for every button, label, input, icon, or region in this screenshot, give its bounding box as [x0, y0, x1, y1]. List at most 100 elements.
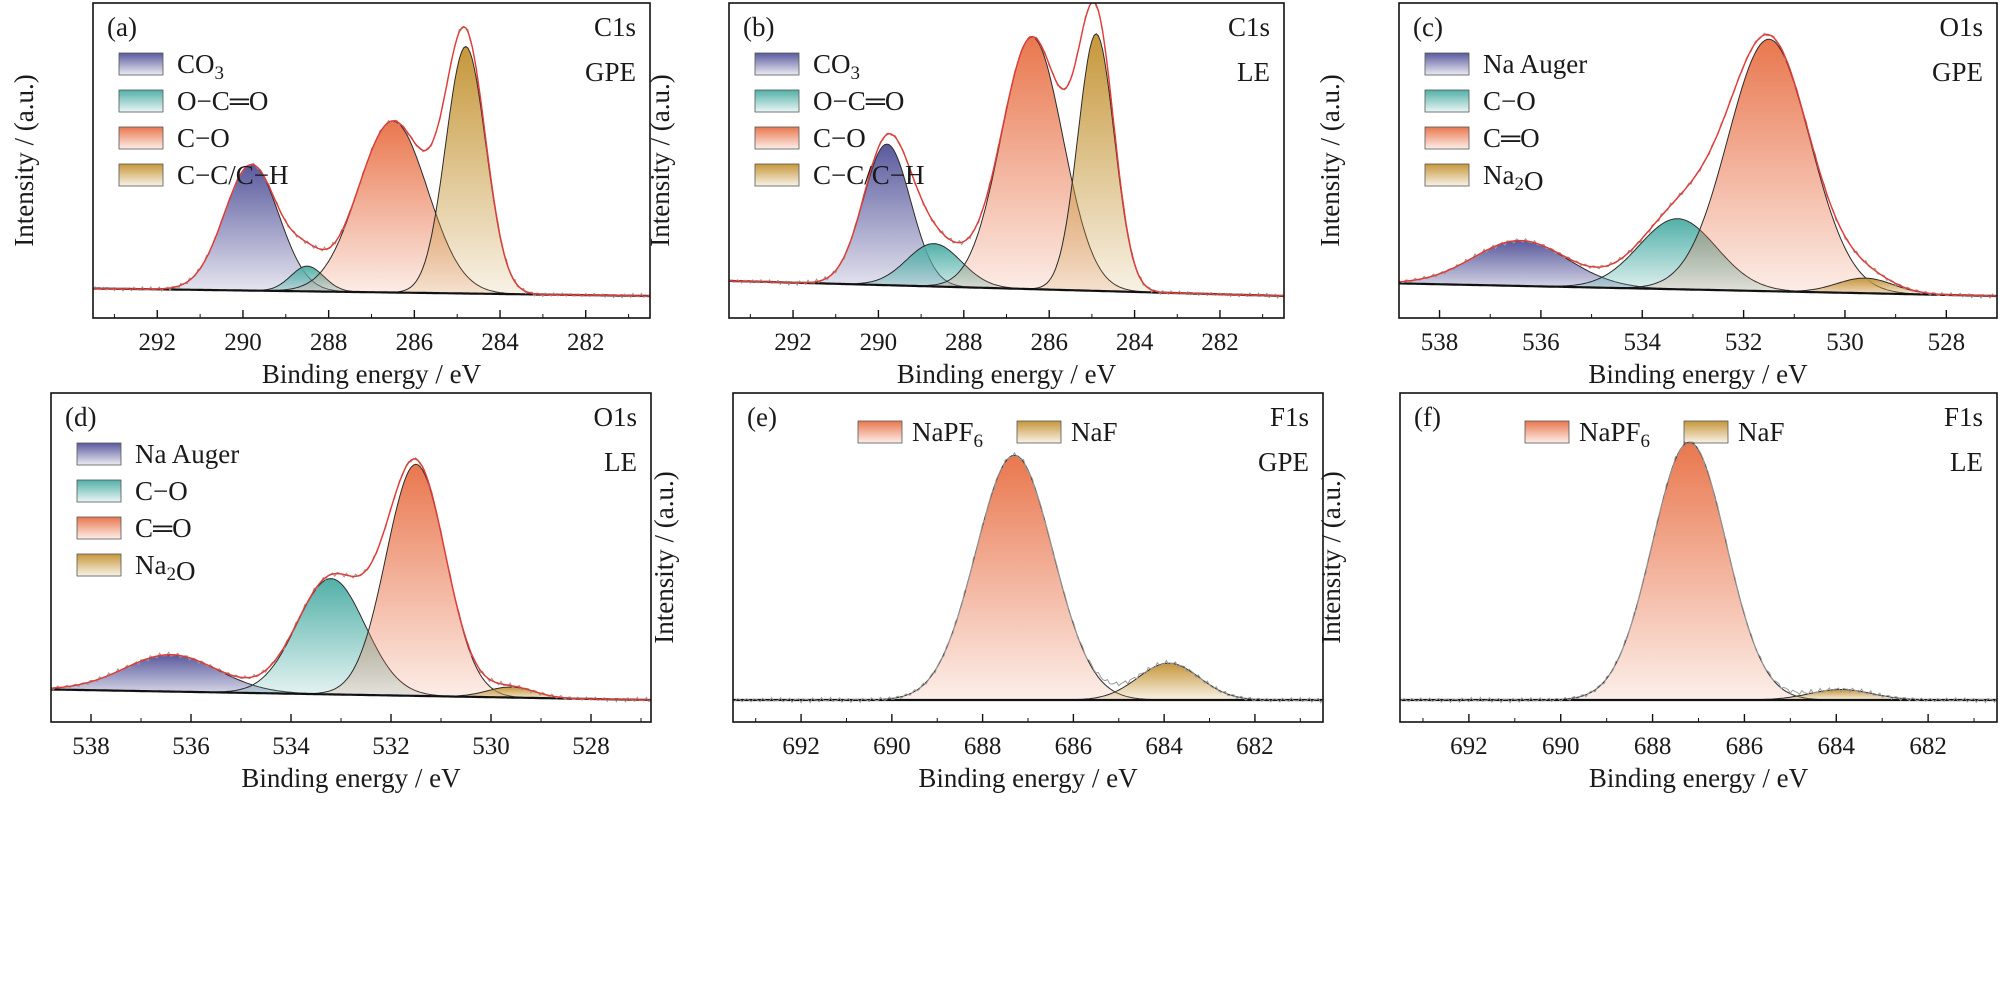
- x-tick-label: 528: [1928, 329, 1966, 356]
- panel-f: 692 690 688 686 684 682 Binding energy / eV Int…: [1316, 392, 1998, 793]
- legend-swatch: [1424, 89, 1470, 113]
- x-tick-label: 284: [481, 329, 519, 356]
- x-tick-label: 288: [310, 329, 348, 356]
- x-tick-label: 682: [1236, 733, 1274, 760]
- legend-swatch: [857, 420, 903, 444]
- panel-annotation: O1s: [1939, 12, 1983, 42]
- legend-label: Na Auger: [135, 439, 239, 469]
- legend-swatch: [1424, 52, 1470, 76]
- panel-label: (c): [1413, 12, 1443, 42]
- x-tick-label: 286: [1030, 329, 1068, 356]
- y-axis-title: Intensity / (a.u.): [9, 74, 39, 246]
- envelope-line: [729, 3, 1284, 297]
- x-tick-label: 290: [224, 329, 262, 356]
- peak-area-3: [1399, 278, 1997, 296]
- legend-swatch: [754, 89, 800, 113]
- x-tick-label: 286: [396, 329, 434, 356]
- x-tick-label: 282: [567, 329, 605, 356]
- legend-label: C−O: [177, 123, 230, 153]
- peak-area-0: [93, 164, 650, 296]
- panel-annotation: GPE: [1258, 447, 1309, 477]
- panel-annotation: GPE: [585, 57, 636, 87]
- x-tick-label: 534: [1624, 329, 1662, 356]
- panel-label: (b): [743, 12, 774, 42]
- raw-spectrum-line: [733, 451, 1323, 704]
- panel-e: 692 690 688 686 684 682 Binding energy / eV Int…: [649, 392, 1324, 793]
- peak-area-2: [1399, 39, 1997, 296]
- x-tick-label: 692: [1450, 733, 1488, 760]
- x-tick-label: 292: [139, 329, 177, 356]
- legend-label: NaPF6: [1579, 417, 1650, 452]
- panel-annotation: O1s: [593, 402, 637, 432]
- peak-area-1: [1400, 689, 1997, 700]
- x-tick-label: 538: [1421, 329, 1459, 356]
- x-axis-title: Binding energy / eV: [1589, 763, 1809, 793]
- x-tick-label: 292: [774, 329, 812, 356]
- raw-spectrum-line: [1400, 440, 1997, 704]
- x-axis-title: Binding energy / eV: [1588, 359, 1808, 389]
- peak-area-2: [93, 121, 650, 296]
- legend-label: NaPF6: [912, 417, 983, 452]
- legend-label: C−C/C−H: [813, 160, 924, 190]
- peak-area-0: [51, 654, 651, 700]
- plot-area: [729, 3, 1284, 300]
- x-tick-label: 288: [945, 329, 983, 356]
- legend-swatch: [1683, 420, 1729, 444]
- legend-swatch: [1424, 163, 1470, 187]
- x-tick-label: 528: [572, 733, 610, 760]
- x-tick-label: 536: [172, 733, 210, 760]
- x-tick-label: 686: [1726, 733, 1764, 760]
- y-axis-title: Intensity / (a.u.): [649, 471, 679, 643]
- panel-label: (e): [747, 402, 777, 432]
- x-axis-title: Binding energy / eV: [897, 359, 1117, 389]
- envelope-line: [51, 458, 651, 701]
- panel-annotation: LE: [604, 447, 637, 477]
- legend-label: CO3: [177, 49, 224, 84]
- x-tick-label: 530: [1826, 329, 1864, 356]
- plot-area: [51, 457, 651, 703]
- plot-frame: [1398, 2, 1998, 319]
- legend-swatch: [754, 126, 800, 150]
- panel-label: (d): [65, 402, 96, 432]
- envelope-line: [1399, 33, 1997, 297]
- legend-label: C−O: [1483, 86, 1536, 116]
- legend-label: Na2O: [135, 550, 195, 586]
- legend-label: O−C═O: [813, 86, 904, 116]
- legend-swatch: [1524, 420, 1570, 444]
- y-axis-title: Intensity / (a.u.): [1315, 74, 1345, 246]
- legend: NaPF6 NaF: [1524, 417, 1785, 452]
- legend-label: C−C/C−H: [177, 160, 288, 190]
- panel-annotation: F1s: [1944, 402, 1983, 432]
- x-tick-label: 692: [782, 733, 820, 760]
- panel-a: 292 290 288 286 284 282 Binding energy / eV Int…: [9, 2, 651, 389]
- x-tick-label: 290: [860, 329, 898, 356]
- envelope-line: [93, 25, 650, 297]
- legend-label: C−O: [135, 476, 188, 506]
- y-axis-title: Intensity / (a.u.): [645, 74, 675, 246]
- panel-annotation: LE: [1950, 447, 1983, 477]
- panel-annotation: LE: [1237, 57, 1270, 87]
- legend-label: CO3: [813, 49, 860, 84]
- peak-area-0: [1399, 240, 1997, 296]
- x-tick-label: 688: [1634, 733, 1672, 760]
- plot-area: [1400, 440, 1997, 704]
- panel-annotation: C1s: [1228, 12, 1270, 42]
- peak-area-0: [733, 455, 1323, 700]
- x-axis-title: Binding energy / eV: [918, 763, 1138, 793]
- legend-swatch: [76, 479, 122, 503]
- legend-swatch: [76, 516, 122, 540]
- legend-swatch: [1016, 420, 1062, 444]
- legend-swatch: [118, 126, 164, 150]
- panel-label: (a): [107, 12, 137, 42]
- legend-swatch: [754, 52, 800, 76]
- legend: Na Auger C−O C═O Na2O: [76, 439, 239, 586]
- x-tick-label: 534: [272, 733, 310, 760]
- legend-label: O−C═O: [177, 86, 268, 116]
- panel-c: 538 536 534 532 530 528 Binding energy / eV Int…: [1315, 2, 1998, 389]
- legend: NaPF6 NaF: [857, 417, 1118, 452]
- panel-annotation: C1s: [594, 12, 636, 42]
- peak-area-1: [51, 578, 651, 700]
